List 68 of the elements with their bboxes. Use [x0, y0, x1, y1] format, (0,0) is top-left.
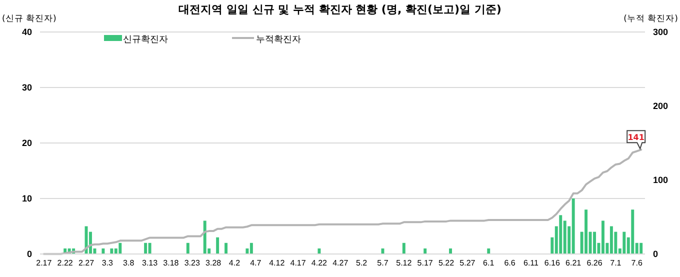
- x-tick-label: 4.2: [228, 258, 241, 268]
- bar: [601, 220, 604, 254]
- y-tick-label: 10: [22, 193, 32, 204]
- x-tick-label: 3.3: [102, 258, 114, 268]
- y-tick-label: 40: [22, 26, 32, 37]
- bar: [487, 248, 490, 254]
- bar: [631, 210, 634, 254]
- legend-label: 누적확진자: [256, 35, 301, 45]
- y-axis-title: (신규 확진자): [2, 14, 56, 24]
- bar: [610, 226, 613, 254]
- x-tick-label: 3.18: [163, 258, 180, 268]
- bar: [402, 242, 406, 254]
- y-tick-label: 0: [26, 248, 32, 259]
- y2-tick-label: 100: [653, 174, 668, 185]
- x-tick-label: 4.12: [269, 258, 286, 268]
- x-tick-label: 5.7: [377, 258, 389, 268]
- bar: [203, 220, 206, 254]
- y2-axis-title: (누적 확진자): [624, 14, 678, 24]
- y-tick-label: 20: [22, 138, 32, 148]
- bar: [110, 248, 114, 254]
- x-tick-label: 5.27: [460, 258, 476, 268]
- bar: [224, 242, 228, 254]
- bar: [584, 210, 588, 254]
- x-tick-label: 7.1: [610, 258, 622, 268]
- bar: [424, 248, 427, 254]
- bar: [622, 232, 626, 254]
- bar: [148, 242, 152, 254]
- x-tick-label: 6.1: [483, 258, 495, 268]
- x-tick-label: 2.17: [36, 258, 52, 268]
- x-tick-label: 3.23: [184, 258, 200, 268]
- x-tick-label: 5.2: [356, 258, 368, 268]
- x-tick-label: 3.8: [123, 258, 135, 268]
- chart-title: 대전지역 일일 신규 및 누적 확진자 현황 (명, 확진(보고)일 기준): [178, 3, 502, 16]
- x-tick-label: 3.28: [206, 258, 222, 268]
- bar: [593, 232, 596, 254]
- y-tick-label: 30: [22, 82, 32, 92]
- y2-tick-label: 0: [653, 248, 658, 259]
- x-tick-label: 2.27: [78, 258, 95, 268]
- x-tick-label: 6.16: [544, 258, 560, 268]
- bar: [318, 248, 321, 254]
- bar: [250, 242, 253, 254]
- x-tick-label: 4.22: [311, 258, 328, 268]
- x-tick-label: 3.13: [142, 258, 158, 268]
- x-tick-label: 7.6: [631, 258, 643, 268]
- y2-tick-label: 300: [653, 26, 668, 37]
- bar: [118, 242, 122, 254]
- bar: [572, 198, 575, 254]
- bar: [216, 237, 220, 254]
- bar: [559, 215, 562, 254]
- x-tick-label: 4.27: [332, 258, 349, 268]
- bar: [144, 242, 148, 254]
- x-tick-label: 5.12: [396, 258, 412, 268]
- bar: [640, 242, 643, 254]
- x-tick-label: 6.11: [523, 258, 540, 268]
- x-tick-label: 5.17: [417, 258, 434, 268]
- x-tick-label: 6.26: [586, 258, 603, 268]
- y2-tick-label: 200: [653, 100, 668, 111]
- data-label: 141: [628, 133, 645, 142]
- legend-label: 신규확진자: [123, 35, 168, 45]
- x-tick-label: 6.6: [504, 258, 516, 268]
- x-tick-label: 2.22: [57, 258, 74, 268]
- x-tick-label: 4.17: [290, 258, 306, 268]
- bar: [186, 242, 190, 254]
- x-tick-label: 6.21: [566, 258, 582, 268]
- x-tick-label: 5.22: [438, 258, 455, 268]
- bar: [449, 248, 452, 254]
- bar: [102, 248, 105, 254]
- x-tick-label: 4.7: [250, 258, 262, 268]
